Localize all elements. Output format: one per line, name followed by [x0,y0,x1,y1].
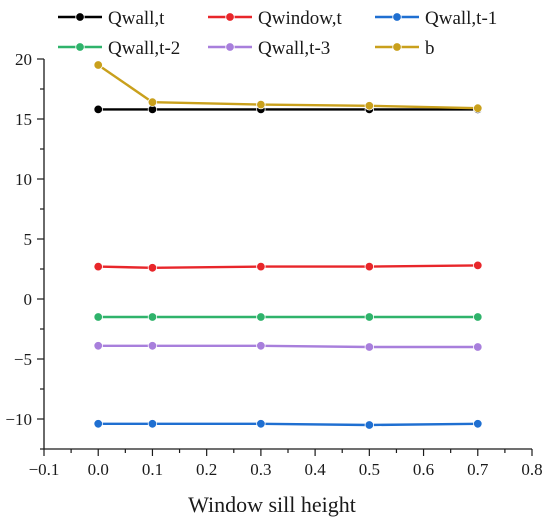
legend-swatch-marker [225,42,235,52]
x-tick-label: 0.7 [467,460,489,479]
x-tick-label: 0.6 [413,460,434,479]
data-point [256,261,266,272]
x-tick-label: 0.3 [250,460,271,479]
y-tick-label: 0 [24,290,33,309]
legend-label: Qwindow,t [258,8,342,29]
data-point [256,99,266,110]
legend-swatch-marker [75,12,85,22]
data-point [256,419,266,429]
y-tick-label: 20 [15,50,32,69]
axes: −0.1 0.0 0.1 0.2 0.3 0.4 0.5 0.6 0.7 0.8 −10 −5 0 5 10… [5,50,542,479]
y-tick-label: −5 [14,350,32,369]
y-tick-label: 10 [15,170,32,189]
legend-label: Qwall,t-1 [425,8,497,29]
series-area [93,60,483,430]
data-point [147,97,158,107]
data-point [93,419,103,429]
x-axis-title: Window sill height [188,492,356,517]
legend-label: Qwall,t-3 [258,38,330,59]
series-group [93,60,483,113]
data-point [256,312,266,322]
data-point [256,341,266,351]
legend-item: Qwall,t [58,8,165,29]
data-point [147,341,158,351]
data-point [364,342,375,352]
legend-label: b [425,38,435,59]
legend-swatch-marker [392,42,402,52]
y-tick-label: 5 [24,230,33,249]
data-point [364,420,375,430]
legend-item: Qwall,t-1 [375,8,497,29]
legend-label: Qwall,t-2 [108,38,180,59]
legend-item: Qwall,t-2 [58,38,180,59]
x-tick-label: 0.8 [521,460,542,479]
x-tick-label: 0.4 [304,460,326,479]
data-point [93,261,103,272]
legend-label: Qwall,t [108,8,165,29]
series-group [93,341,483,352]
x-tick-label: 0.1 [142,460,163,479]
legend-swatch-marker [75,42,85,52]
data-point [93,341,103,351]
x-tick-label: 0.2 [196,460,217,479]
series-group [93,419,483,430]
y-tick-label: −10 [5,410,32,429]
x-tick-label: 0.5 [359,460,380,479]
data-point [364,261,375,272]
series-group [93,260,483,273]
legend-item: Qwindow,t [208,8,342,29]
data-point [473,260,483,271]
legend-item: Qwall,t-3 [208,38,330,59]
data-point [364,312,375,322]
x-tick-label: 0.0 [88,460,109,479]
legend-item: b [375,38,435,59]
data-point [473,342,483,352]
data-point [473,419,483,429]
legend-swatch-marker [225,12,235,22]
legend-swatch-marker [392,12,402,22]
series-group [93,312,483,322]
x-tick-label: −0.1 [29,460,60,479]
legend: Qwall,t Qwindow,t Qwall,t-1 Qwall,t-2 Qwall,… [58,8,497,59]
data-point [93,312,103,322]
y-tick-label: 15 [15,110,32,129]
data-point [147,312,158,322]
data-point [147,263,158,273]
data-point [364,101,375,111]
data-point [147,419,158,429]
data-point [473,103,483,113]
data-point [93,104,103,115]
data-point [473,312,483,322]
data-point [93,60,103,70]
